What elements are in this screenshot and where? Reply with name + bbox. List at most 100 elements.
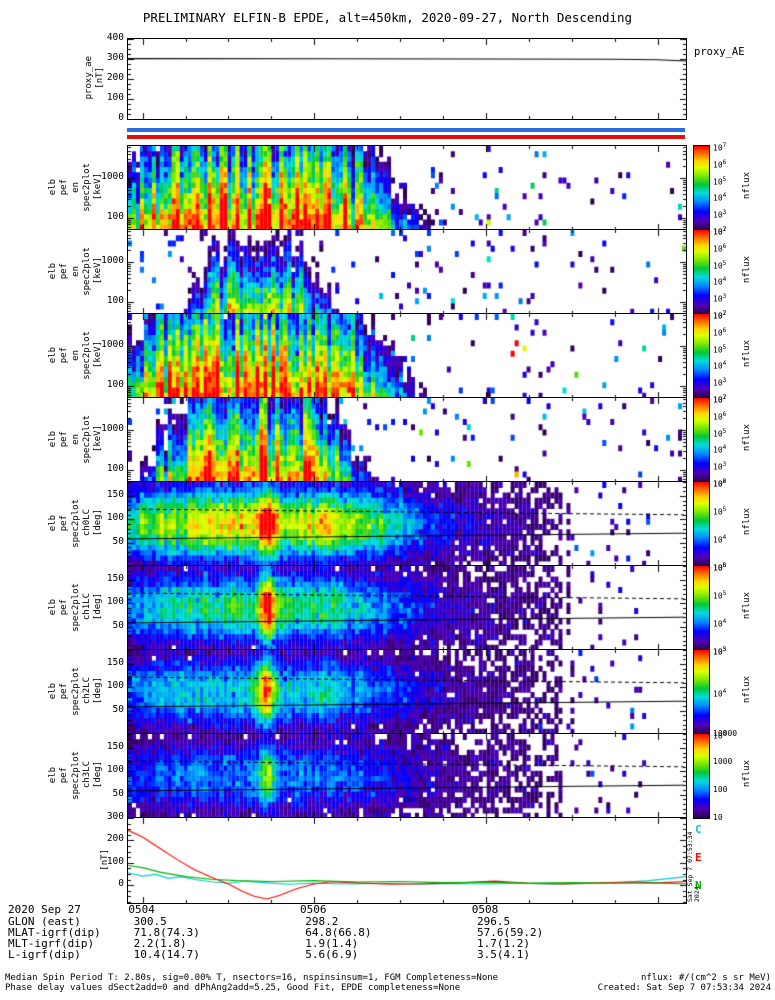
y-tick-label: 1000 (101, 255, 124, 267)
y-axis-label-word: en (70, 433, 81, 445)
colorbar-tick-label: 103 (713, 646, 727, 657)
y-axis-label-word: spec2plot (70, 582, 81, 632)
colorbar-tick-label: 104 (713, 618, 727, 629)
ephemeris-value: 296.5 (476, 915, 511, 928)
created-timestamp-vertical: Sat Sep 7 07:53:34 2024 (686, 831, 701, 902)
colorbar-tick-label: 107 (713, 310, 727, 321)
colorbar-tick-label: 103 (713, 293, 727, 304)
colorbar-tick-label: 104 (713, 276, 727, 288)
y-tick-label: 100 (106, 512, 124, 524)
colorbar-tick-label: 100 (713, 785, 728, 794)
y-axis-label-word: spec2plot (70, 666, 81, 716)
colorbar-tick-label: 107 (713, 142, 727, 153)
y-tick-label: 200 (106, 833, 124, 845)
panel-en_3 (127, 313, 687, 399)
date-label: 2020 Sep 27 (8, 903, 81, 916)
proxy-ae-right-label: proxy_AE (694, 46, 745, 58)
colorbar-title-nflux: nflux (742, 340, 752, 368)
colorbar-tick-label: 102 (713, 394, 727, 405)
panel-ch2lc (127, 649, 687, 735)
ephemeris-value: 1.9(1.4) (305, 937, 359, 950)
legend-letter-E: E (695, 851, 702, 864)
en_2-canvas (128, 230, 686, 314)
panel-ch0lc (127, 481, 687, 567)
y-axis-label-word: pef (59, 262, 70, 280)
y-tick-label: 100 (106, 463, 124, 475)
y-axis-label-word: spec2plot (70, 750, 81, 800)
status-bar-bottom (127, 135, 685, 139)
ch2lc-colorbar (693, 649, 710, 735)
y-tick-label: 100 (106, 211, 124, 223)
y-tick-label: 50 (112, 535, 124, 547)
panel-ch3lc (127, 733, 687, 819)
colorbar-tick-label: 104 (713, 360, 727, 372)
y-axis-label-word: elb (48, 262, 58, 280)
y-tick-label: 0 (118, 878, 124, 890)
colorbar-tick-label: 105 (713, 175, 727, 187)
y-axis-label-word: elb (48, 766, 58, 784)
colorbar-tick-label: 102 (713, 226, 727, 237)
y-tick-label: 100 (106, 764, 124, 776)
ephemeris-value: 71.8(74.3) (133, 926, 200, 939)
colorbar-tick-label: 106 (713, 410, 727, 422)
colorbar-tick-label: 105 (713, 506, 727, 517)
ephemeris-value: 3.5(4.1) (476, 948, 530, 961)
colorbar-tick-label: 103 (713, 461, 727, 472)
legend-letter-C: C (695, 823, 702, 836)
y-axis-label-word: pef (59, 430, 70, 448)
colorbar-tick-label: 106 (713, 242, 727, 254)
colorbar-tick-label: 106 (713, 158, 727, 170)
colorbar-tick-label: 1000 (713, 757, 733, 766)
y-tick-label: 400 (106, 32, 124, 43)
y-axis-label-word: elb (48, 682, 58, 700)
panel-ch1lc (127, 565, 687, 651)
y-tick-label: 150 (106, 489, 124, 500)
colorbar-tick-label: 10 (713, 813, 723, 822)
colorbar-tick-label: 105 (713, 259, 727, 271)
y-tick-label: 300 (106, 52, 124, 63)
y-tick-label: 50 (112, 703, 124, 715)
colorbar-tick-label: 105 (713, 646, 727, 657)
colorbar-tick-label: 106 (713, 326, 727, 338)
colorbar-tick-label: 10000 (713, 729, 738, 738)
y-axis-label-word: pef (59, 346, 70, 364)
ephemeris-row-label: MLAT-igrf(dip) (8, 926, 101, 939)
footer-right-line-1: nflux: #/(cm^2 s sr MeV) (640, 973, 771, 983)
colorbar-tick-label: 104 (713, 534, 727, 545)
panel-en_2 (127, 229, 687, 315)
y-axis-label-word: pef (59, 514, 70, 532)
ch3lc-colorbar (693, 733, 710, 819)
en_3-canvas (128, 314, 686, 398)
colorbar-tick-label: 105 (713, 427, 727, 439)
ch3lc-canvas (128, 734, 686, 818)
y-axis-label-word: pef (59, 682, 70, 700)
y-tick-label: 0 (118, 112, 124, 123)
colorbar-tick-label: 102 (713, 310, 727, 321)
footer-left-line-2: Phase delay values dSect2add=0 and dPhAn… (5, 983, 461, 993)
y-axis-label-word: pef (59, 598, 70, 616)
ch0lc-colorbar (693, 481, 710, 567)
footer-right-line-2: Created: Sat Sep 7 07:53:34 2024 (597, 983, 771, 993)
y-tick-label: 50 (112, 787, 124, 799)
y-tick-label: 100 (106, 92, 124, 103)
y-tick-label: 1000 (101, 339, 124, 351)
y-tick-label: 150 (106, 657, 124, 668)
colorbar-tick-label: 107 (713, 226, 727, 237)
colorbar-title-nflux: nflux (742, 760, 752, 788)
y-tick-label: 150 (106, 741, 124, 752)
en_4-canvas (128, 398, 686, 482)
ephemeris-value: 5.6(6.9) (305, 948, 359, 961)
ephemeris-value: 300.5 (133, 915, 167, 928)
y-axis-label-word: spec2plot (82, 246, 93, 296)
colorbar-title-nflux: nflux (742, 592, 752, 620)
colorbar-tick-label: 105 (713, 343, 727, 355)
ephemeris-row-label: MLT-igrf(dip) (8, 937, 95, 950)
y-axis-label-word: spec2plot (82, 330, 93, 380)
panel-en_4 (127, 397, 687, 483)
colorbar-tick-label: 106 (713, 478, 727, 489)
time-tick-label: 0508 (471, 903, 499, 916)
proxy_ae-canvas (128, 39, 686, 119)
ch1lc-colorbar (693, 565, 710, 651)
ephemeris-value: 10.4(14.7) (133, 948, 200, 961)
colorbar-tick-label: 104 (713, 688, 727, 699)
